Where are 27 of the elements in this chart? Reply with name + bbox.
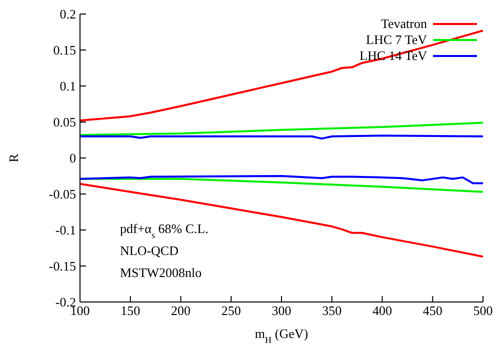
line-series	[80, 30, 483, 122]
line-series	[80, 122, 483, 136]
x-tick-label: 150	[120, 303, 140, 318]
y-tick-label: 0.2	[60, 6, 76, 22]
y-tick-label: 0	[70, 150, 76, 166]
annotation: MSTW2008nlo	[120, 264, 202, 280]
y-tick-label: -0.1	[55, 222, 76, 238]
y-tick-label: 0.05	[53, 114, 76, 130]
line-series	[80, 175, 483, 184]
annotation: NLO-QCD	[120, 242, 178, 258]
x-tick-label: 350	[322, 303, 342, 318]
y-tick-label: -0.15	[48, 258, 76, 274]
annotation: pdf+α$_{s}$ 68% C.L.	[120, 220, 208, 240]
x-tick-label: 250	[221, 303, 241, 318]
y-axis-title: R	[6, 153, 21, 162]
x-tick-label: 400	[372, 303, 392, 318]
legend-label: Tevatron	[380, 16, 427, 32]
x-axis-title: m$_{H}$ (GeV)	[254, 326, 308, 345]
legend-label: LHC 7 TeV	[366, 32, 427, 48]
y-tick-label: -0.05	[48, 186, 76, 202]
line-series	[80, 182, 483, 258]
x-tick-label: 450	[422, 303, 442, 318]
x-tick-label: 200	[171, 303, 190, 318]
y-tick-label: 0.15	[53, 42, 76, 58]
y-tick-label: 0.1	[60, 78, 76, 94]
x-tick-label: 500	[473, 303, 493, 318]
x-tick-label: 300	[272, 303, 292, 318]
